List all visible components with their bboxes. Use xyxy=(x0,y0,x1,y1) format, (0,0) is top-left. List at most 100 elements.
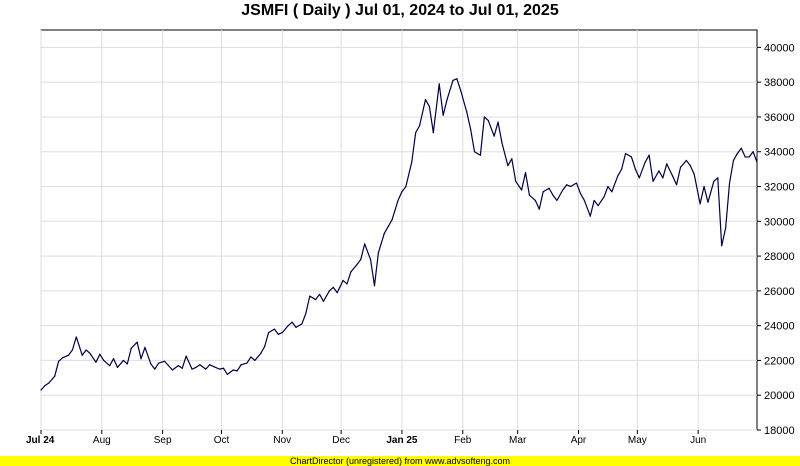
data-point xyxy=(685,159,687,162)
data-point xyxy=(607,185,609,188)
data-point xyxy=(191,368,193,370)
data-point xyxy=(630,156,633,158)
data-point xyxy=(209,364,211,366)
data-point xyxy=(428,105,431,108)
y-tick-label: 26000 xyxy=(764,286,795,298)
data-point xyxy=(58,360,60,362)
data-point xyxy=(328,290,330,292)
data-point xyxy=(222,367,225,369)
grid-lines xyxy=(40,30,757,431)
data-point xyxy=(350,271,352,273)
data-point xyxy=(487,119,489,122)
y-tick-label: 20000 xyxy=(764,390,795,402)
data-point xyxy=(85,349,87,351)
data-point xyxy=(497,121,499,123)
data-point xyxy=(452,79,454,82)
data-point xyxy=(205,368,207,370)
data-point xyxy=(411,161,413,163)
data-point xyxy=(185,355,187,357)
data-point xyxy=(507,165,509,167)
data-point xyxy=(473,151,476,153)
data-point xyxy=(273,328,276,330)
data-point xyxy=(295,326,297,328)
data-point xyxy=(287,325,289,327)
data-point xyxy=(442,114,444,116)
data-point xyxy=(725,227,727,229)
data-point xyxy=(218,368,221,370)
y-tick-label: 22000 xyxy=(764,355,795,367)
data-point xyxy=(401,191,403,193)
data-point xyxy=(356,264,358,266)
data-point xyxy=(528,194,531,196)
data-point xyxy=(181,367,183,369)
y-tick-label: 38000 xyxy=(764,77,795,89)
data-point xyxy=(315,298,317,301)
data-point xyxy=(721,245,723,247)
data-point xyxy=(250,356,252,358)
data-point xyxy=(332,286,334,288)
data-point xyxy=(67,354,70,356)
data-point xyxy=(213,365,215,368)
data-point xyxy=(597,205,599,207)
data-point xyxy=(309,295,311,297)
data-point xyxy=(163,360,166,362)
data-point xyxy=(240,364,242,366)
data-point xyxy=(679,166,682,168)
data-point xyxy=(611,191,613,193)
data-point xyxy=(493,135,495,137)
data-point xyxy=(446,98,448,101)
data-point xyxy=(336,292,338,294)
footer-credit: ChartDirector (unregistered) from www.ad… xyxy=(289,456,511,466)
line-chart: 18000 20000 22000 24000 26000 28000 30000 32000… xyxy=(26,29,795,446)
x-tick-label: Jun xyxy=(690,435,706,446)
data-point xyxy=(521,189,523,191)
data-point xyxy=(648,154,650,156)
data-point xyxy=(195,366,197,368)
data-point xyxy=(460,90,462,92)
x-tick-label: Sep xyxy=(154,435,172,446)
y-tick-label: 40000 xyxy=(764,42,795,54)
data-point xyxy=(752,151,754,153)
data-point xyxy=(432,132,434,134)
data-point xyxy=(583,199,585,202)
data-point xyxy=(699,203,701,205)
data-point xyxy=(562,189,564,191)
y-tick-label: 36000 xyxy=(764,112,795,124)
x-tick-label: Mar xyxy=(509,435,527,446)
data-point xyxy=(556,199,558,202)
data-point xyxy=(226,373,228,375)
data-point xyxy=(511,158,513,160)
data-point xyxy=(501,142,503,144)
data-point xyxy=(144,346,146,348)
data-point xyxy=(373,285,376,287)
data-point xyxy=(593,199,595,202)
data-point xyxy=(658,170,660,172)
data-point xyxy=(397,199,399,202)
data-point xyxy=(638,177,640,179)
y-tick-label: 24000 xyxy=(764,321,795,333)
data-point xyxy=(552,194,554,196)
data-point xyxy=(703,185,705,188)
data-point xyxy=(130,347,132,349)
data-point xyxy=(707,201,709,203)
data-point xyxy=(575,182,578,184)
data-point xyxy=(254,359,256,362)
data-point xyxy=(322,300,325,302)
data-point xyxy=(693,173,695,175)
chart-title: JSMFI ( Daily ) Jul 01, 2024 to Jul 01, … xyxy=(241,2,559,19)
data-point xyxy=(634,168,636,170)
data-point xyxy=(624,152,627,155)
data-point xyxy=(318,293,321,295)
x-tick-label: Jul 24 xyxy=(26,435,55,446)
data-point xyxy=(548,187,550,189)
data-point xyxy=(666,163,668,165)
x-tick-label: Dec xyxy=(332,435,350,446)
data-point xyxy=(364,243,366,245)
data-point xyxy=(44,385,46,387)
data-point xyxy=(158,362,160,364)
data-point xyxy=(644,161,646,163)
y-axis: 18000 20000 22000 24000 26000 28000 30000 32000… xyxy=(757,42,795,437)
data-point xyxy=(672,175,674,177)
data-point xyxy=(415,132,417,134)
y-tick-label: 30000 xyxy=(764,216,795,228)
